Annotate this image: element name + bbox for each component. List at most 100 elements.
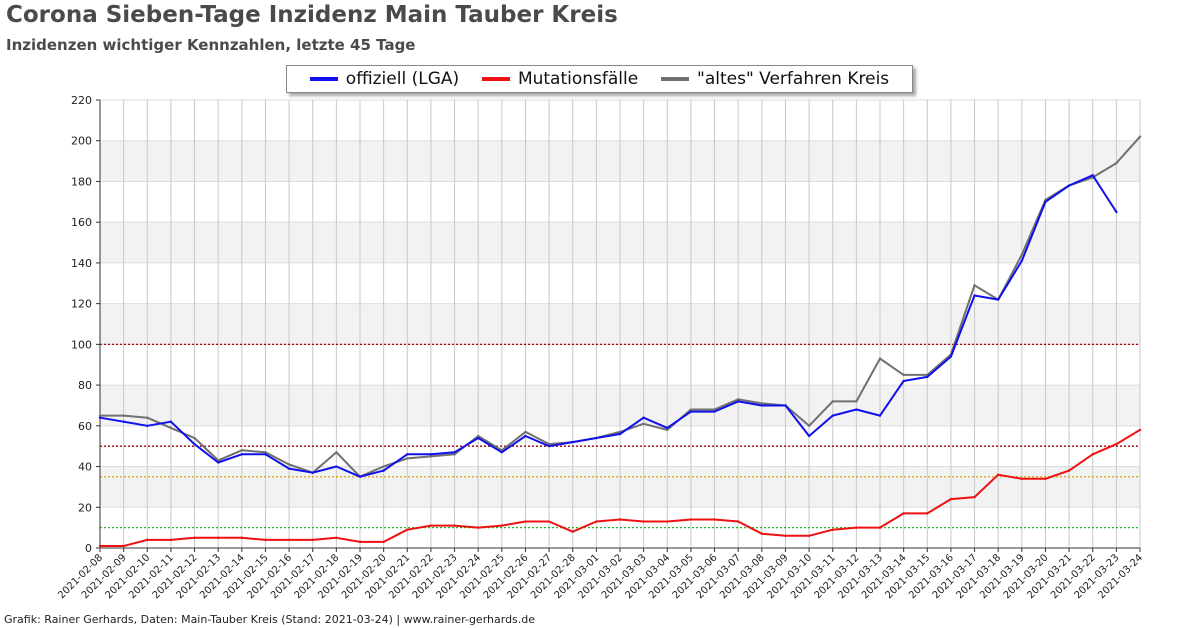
data-point-offiziell-lga — [500, 451, 504, 454]
data-point-altes-verfahren-kreis — [973, 284, 976, 287]
data-point-altes-verfahren-kreis — [902, 373, 905, 377]
data-point-altes-verfahren-kreis — [406, 457, 409, 460]
data-point-mutationsf-lle — [311, 538, 314, 542]
data-point-mutationsf-lle — [406, 528, 409, 531]
data-point-offiziell-lga — [642, 416, 645, 419]
data-point-mutationsf-lle — [98, 544, 102, 548]
data-point-offiziell-lga — [476, 436, 480, 440]
data-point-mutationsf-lle — [453, 524, 456, 527]
data-point-mutationsf-lle — [855, 526, 858, 529]
data-point-offiziell-lga — [902, 379, 905, 383]
legend-swatch-official — [309, 77, 338, 81]
data-point-altes-verfahren-kreis — [807, 424, 811, 428]
data-point-altes-verfahren-kreis — [547, 442, 551, 446]
data-point-mutationsf-lle — [736, 520, 740, 523]
data-point-mutationsf-lle — [1138, 428, 1142, 432]
data-point-mutationsf-lle — [878, 526, 882, 529]
data-point-offiziell-lga — [406, 453, 409, 456]
chart-title: Corona Sieben-Tage Inzidenz Main Tauber … — [6, 2, 618, 28]
data-point-mutationsf-lle — [500, 524, 504, 527]
y-tick-label: 0 — [85, 542, 92, 555]
data-point-altes-verfahren-kreis — [855, 400, 858, 403]
data-point-offiziell-lga — [169, 420, 173, 423]
data-point-mutationsf-lle — [1091, 453, 1094, 456]
data-point-offiziell-lga — [571, 440, 574, 444]
data-point-offiziell-lga — [618, 432, 622, 436]
data-point-mutationsf-lle — [618, 518, 622, 521]
data-point-mutationsf-lle — [1115, 442, 1118, 446]
data-point-altes-verfahren-kreis — [287, 463, 291, 466]
y-tick-label: 40 — [78, 461, 92, 474]
y-tick-label: 100 — [71, 338, 92, 351]
data-point-mutationsf-lle — [358, 540, 362, 544]
data-point-mutationsf-lle — [689, 518, 693, 521]
y-tick-label: 220 — [71, 94, 92, 107]
data-point-offiziell-lga — [973, 294, 976, 297]
data-point-altes-verfahren-kreis — [476, 434, 480, 438]
data-point-altes-verfahren-kreis — [146, 416, 149, 419]
y-tick-label: 120 — [71, 298, 92, 311]
data-point-offiziell-lga — [453, 451, 456, 454]
data-point-offiziell-lga — [193, 442, 196, 446]
data-point-mutationsf-lle — [476, 526, 480, 529]
data-point-altes-verfahren-kreis — [736, 398, 740, 401]
legend-swatch-mutations — [481, 77, 510, 81]
data-point-altes-verfahren-kreis — [98, 414, 102, 417]
data-point-offiziell-lga — [736, 400, 740, 403]
data-point-offiziell-lga — [713, 410, 716, 413]
data-point-offiziell-lga — [287, 467, 291, 470]
data-point-mutationsf-lle — [902, 512, 905, 515]
data-point-offiziell-lga — [264, 453, 267, 456]
data-point-mutationsf-lle — [973, 495, 976, 499]
data-point-altes-verfahren-kreis — [335, 451, 338, 454]
data-point-offiziell-lga — [311, 471, 314, 474]
legend-item-official: offiziell (LGA) — [309, 69, 460, 89]
data-point-altes-verfahren-kreis — [122, 414, 125, 417]
legend-item-mutations: Mutationsfälle — [481, 69, 639, 89]
legend-label-official: offiziell (LGA) — [345, 69, 460, 89]
data-point-offiziell-lga — [760, 404, 764, 407]
data-point-altes-verfahren-kreis — [642, 422, 645, 425]
data-point-altes-verfahren-kreis — [713, 408, 716, 411]
data-point-altes-verfahren-kreis — [666, 428, 669, 432]
data-point-offiziell-lga — [335, 465, 338, 468]
data-point-offiziell-lga — [689, 410, 693, 413]
data-point-offiziell-lga — [216, 461, 220, 464]
data-point-altes-verfahren-kreis — [240, 449, 244, 452]
data-point-offiziell-lga — [878, 414, 882, 417]
data-point-offiziell-lga — [547, 444, 551, 448]
data-point-offiziell-lga — [382, 469, 385, 472]
data-point-mutationsf-lle — [1067, 469, 1071, 472]
data-point-mutationsf-lle — [524, 520, 527, 523]
data-point-offiziell-lga — [524, 434, 527, 438]
data-point-mutationsf-lle — [571, 530, 574, 533]
y-tick-label: 20 — [78, 501, 92, 514]
data-point-altes-verfahren-kreis — [169, 426, 173, 430]
data-point-mutationsf-lle — [595, 520, 598, 523]
data-point-offiziell-lga — [146, 424, 149, 428]
data-point-offiziell-lga — [996, 298, 1000, 301]
data-point-offiziell-lga — [122, 420, 125, 423]
legend-item-old-method: "altes" Verfahren Kreis — [661, 69, 889, 89]
data-point-altes-verfahren-kreis — [193, 436, 196, 440]
data-point-altes-verfahren-kreis — [878, 357, 882, 360]
data-point-offiziell-lga — [926, 375, 929, 379]
y-tick-label: 140 — [71, 257, 92, 270]
data-point-altes-verfahren-kreis — [1115, 161, 1118, 165]
data-point-mutationsf-lle — [335, 536, 338, 540]
y-tick-label: 180 — [71, 175, 92, 188]
data-point-mutationsf-lle — [240, 536, 244, 540]
data-point-mutationsf-lle — [666, 520, 669, 523]
data-point-mutationsf-lle — [996, 473, 1000, 476]
data-point-altes-verfahren-kreis — [1138, 135, 1142, 138]
data-point-offiziell-lga — [1091, 174, 1094, 177]
data-point-offiziell-lga — [855, 408, 858, 411]
data-point-altes-verfahren-kreis — [453, 453, 456, 456]
data-point-mutationsf-lle — [949, 497, 953, 501]
data-point-altes-verfahren-kreis — [760, 402, 764, 405]
data-point-mutationsf-lle — [169, 538, 173, 542]
data-point-mutationsf-lle — [429, 524, 433, 527]
data-point-offiziell-lga — [666, 426, 669, 430]
legend-label-mutations: Mutationsfälle — [517, 69, 639, 89]
